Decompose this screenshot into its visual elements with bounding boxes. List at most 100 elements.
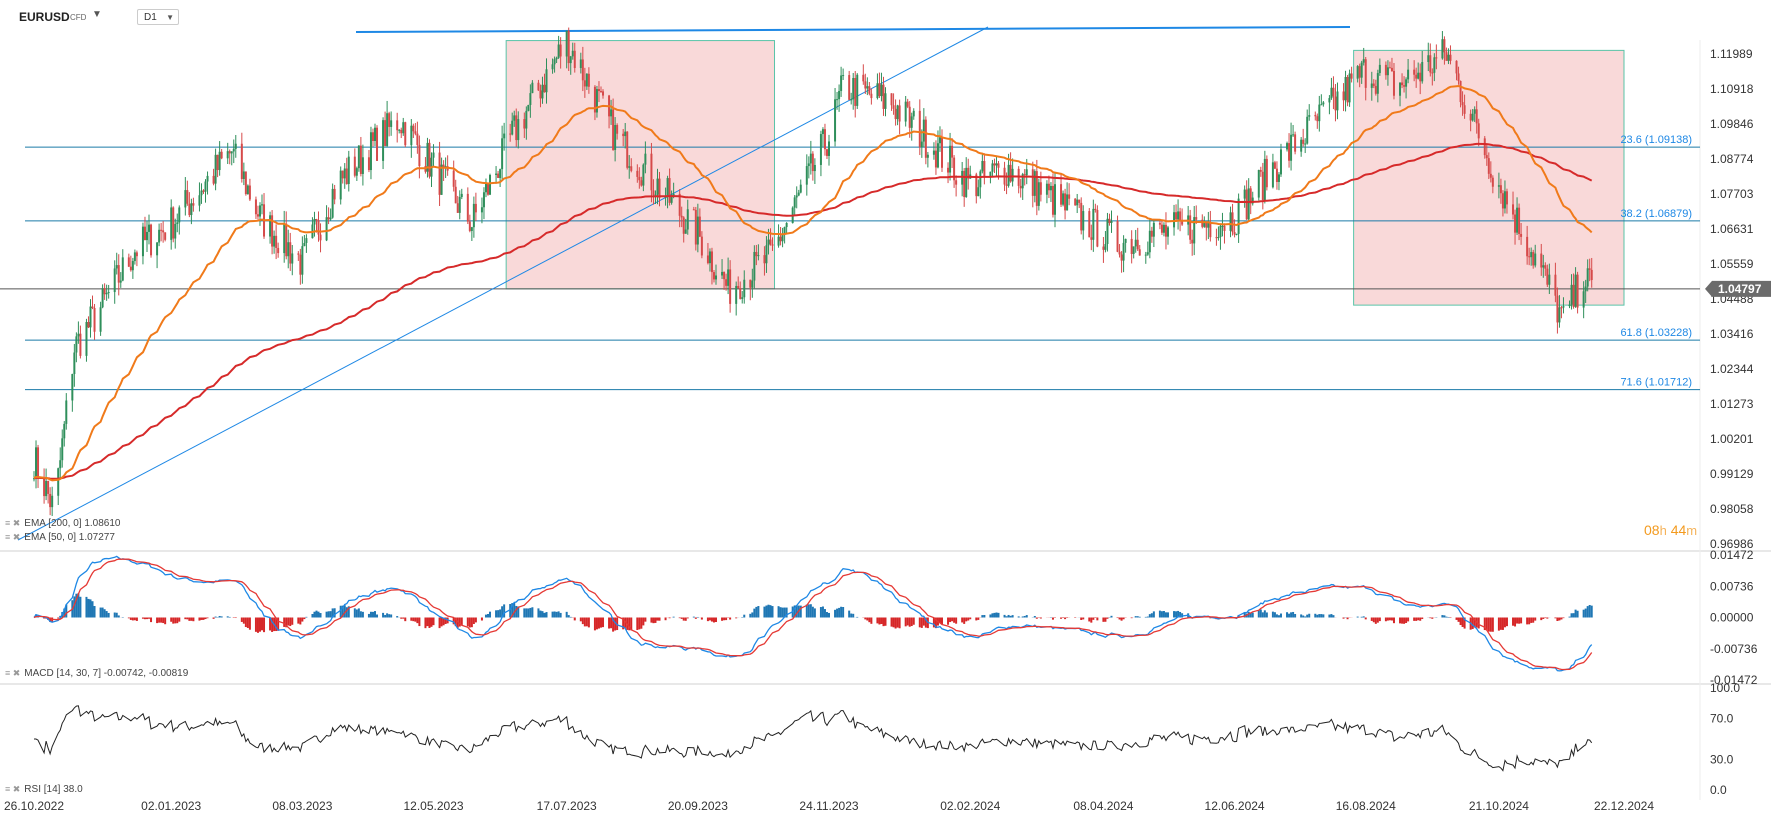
macd-histogram-bar [1302,615,1305,618]
candle-body [981,161,984,172]
candle-body [1037,182,1040,206]
macd-histogram-bar [1447,616,1450,618]
macd-histogram-bar [170,617,173,622]
candle-body [1033,171,1036,196]
macd-histogram-bar [184,617,187,620]
macd-histogram-bar [848,610,851,618]
candle-body [37,447,40,478]
candle-body [101,288,104,308]
candle-body [753,251,756,281]
candle-body [327,217,330,220]
macd-histogram-bar [1011,615,1014,618]
candle-body [1574,274,1577,307]
macd-histogram-bar [283,617,286,627]
candle-body [1122,242,1125,261]
candle-body [622,133,625,137]
macd-histogram-bar [723,617,726,621]
macd-histogram-bar [652,617,655,624]
candle-body [232,148,235,152]
candle-body [472,203,475,228]
candle-body [1223,225,1226,231]
settings-icon[interactable]: ≡ ✖ [5,518,21,528]
macd-histogram-bar [226,616,229,618]
timeframe-select[interactable]: D1 ▼ [137,9,179,25]
candle-body [107,292,110,294]
candle-body [315,219,318,221]
macd-histogram-bar [922,617,925,626]
macd-histogram-bar [85,596,88,618]
macd-histogram-bar [1104,617,1107,622]
macd-legend[interactable]: ≡ ✖ MACD [14, 30, 7] -0.00742, -0.00819 [5,668,188,679]
macd-histogram-bar [1364,617,1367,620]
macd-histogram-bar [277,617,280,631]
candle-body [1374,85,1377,94]
macd-histogram-bar [1158,610,1161,618]
candle-body [513,115,516,121]
candle-body [1469,113,1472,121]
candle-body [1364,59,1367,88]
date-tick-label: 24.11.2023 [799,799,858,813]
candle-body [723,271,726,280]
candle-body [91,306,94,308]
candle-body [906,101,909,107]
date-tick-label: 22.12.2024 [1594,799,1654,813]
candle-body [779,236,782,242]
macd-histogram-bar [145,617,148,620]
candle-body [277,247,280,254]
ema50-legend[interactable]: ≡ ✖ EMA [50, 0] 1.07277 [5,532,115,543]
candle-body [198,195,201,206]
macd-histogram-bar [884,617,887,626]
macd-histogram-bar [757,606,760,618]
macd-histogram-bar [416,617,419,624]
candle-body [1455,60,1458,74]
macd-histogram-bar [1342,617,1345,619]
candle-body [708,251,711,264]
candle-body [51,495,54,508]
candle-countdown: 08h 44m [1644,522,1697,538]
candle-body [602,91,605,96]
candle-body [529,93,532,105]
candle-body [466,193,469,222]
macd-histogram-bar [345,607,348,618]
candle-body [1501,193,1504,209]
ema200-legend[interactable]: ≡ ✖ EMA [200, 0] 1.08610 [5,518,120,529]
candle-body [1308,115,1311,117]
candle-body [47,480,50,494]
settings-icon[interactable]: ≡ ✖ [5,668,21,678]
settings-icon[interactable]: ≡ ✖ [5,532,21,542]
candle-body [583,80,586,87]
macd-histogram-bar [940,617,943,625]
macd-histogram-bar [428,617,431,628]
macd-histogram-bar [1491,617,1494,632]
symbol-name[interactable]: EURUSD [19,10,70,24]
candle-body [997,163,1000,168]
candle-body [1302,139,1305,144]
candle-body [876,83,879,99]
candle-body [220,151,223,159]
settings-icon[interactable]: ≡ ✖ [5,784,21,794]
candle-body [63,423,66,439]
candle-body [1233,232,1236,235]
macd-histogram-bar [545,612,548,618]
macd-histogram-bar [1386,617,1389,621]
macd-histogram-bar [809,604,812,618]
candle-body [1362,59,1365,63]
price-tick-label: 0.99129 [1710,467,1754,481]
macd-histogram-bar [285,617,288,628]
macd-histogram-bar [953,617,956,623]
macd-histogram-bar [622,617,625,630]
macd-histogram-bar [386,613,389,618]
rsi-legend[interactable]: ≡ ✖ RSI [14] 38.0 [5,784,83,795]
macd-histogram-bar [680,617,683,619]
candle-body [43,477,46,497]
candle-body [1138,249,1141,256]
candle-body [938,137,941,144]
candle-body [1288,143,1291,161]
price-tick-label: 1.00201 [1710,432,1754,446]
macd-histogram-bar [807,604,810,618]
candle-body [710,251,713,273]
macd-histogram-bar [1060,617,1063,619]
macd-histogram-bar [1574,609,1577,618]
symbol-dropdown-icon[interactable]: ▼ [92,9,102,20]
